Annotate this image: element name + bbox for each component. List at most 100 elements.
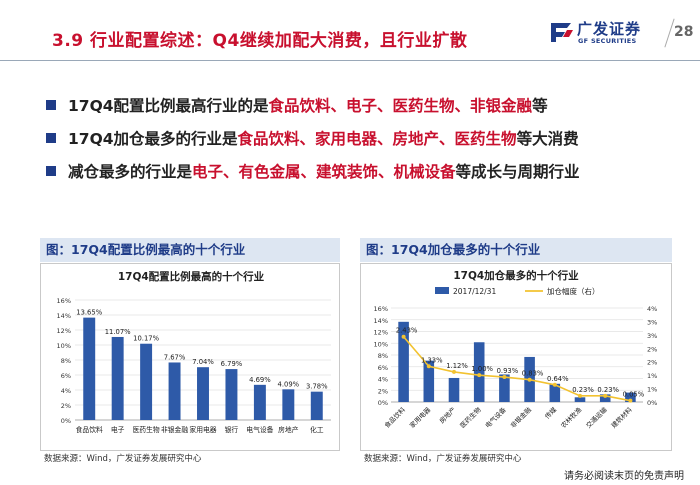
chart1-header: 图：17Q4配置比例最高的十个行业 [40, 238, 340, 262]
bullet-highlight-text: 食品饮料、电子、医药生物、非银金融 [268, 96, 533, 115]
chart2-line-series [402, 336, 631, 402]
chart2-category-label: 建筑材料 [609, 405, 634, 430]
chart1-ytick-label: 10% [57, 342, 71, 350]
chart1-data-label: 6.79% [221, 360, 243, 368]
chart2-header: 图：17Q4加仓最多的十个行业 [360, 238, 672, 262]
chart1-data-label: 7.67% [164, 353, 186, 361]
chart2-bar [423, 360, 435, 402]
chart2-svg: 17Q4加仓最多的十个行业 2017/12/31 加仓幅度（右） 0% 2% 4% 6% 8%… [374, 269, 658, 430]
chart2-category-label: 食品饮料 [382, 405, 407, 430]
chart1-bar [168, 362, 181, 420]
chart2-category-label: 交通运输 [584, 405, 609, 430]
chart2-data-label: 2.43% [396, 327, 418, 335]
chart1-ytick-label: 8% [61, 357, 71, 365]
chart2-y2tick-label: 3% [647, 318, 657, 326]
logo-text-en: GF SECURITIES [578, 37, 637, 45]
bullet-text: 等 [532, 96, 548, 115]
chart2-source: 数据来源：Wind，广发证券发展研究中心 [364, 454, 522, 464]
chart1-ytick-label: 12% [57, 327, 71, 335]
chart2-line-point [502, 375, 507, 380]
chart1-svg: 17Q4配置比例最高的十个行业 0% 2% 4% 6% 8% 10% 12% 14% 16% 13.… [57, 270, 331, 434]
chart2-line-point [552, 382, 557, 387]
chart1-ytick-label: 0% [61, 417, 71, 425]
chart1-category-label: 医药生物 [133, 425, 160, 434]
chart2-frame: 17Q4加仓最多的十个行业 2017/12/31 加仓幅度（右） 0% 2% 4% 6% 8%… [360, 263, 672, 451]
chart2-data-label: 0.23% [597, 386, 619, 394]
chart1-data-label: 4.09% [278, 380, 300, 388]
chart2-ytick-label: 0% [378, 399, 388, 407]
chart2-y2tick-label: 1% [647, 372, 657, 380]
chart1-source: 数据来源：Wind，广发证券发展研究中心 [44, 454, 202, 464]
chart1-data-label: 13.65% [76, 309, 102, 317]
chart2-data-label: 1.12% [446, 362, 468, 370]
chart1-data-label: 3.78% [306, 383, 328, 391]
chart1-category-label: 电子 [111, 425, 125, 434]
chart1-category-label: 非银金融 [161, 425, 188, 434]
chart1-ytick-label: 4% [61, 387, 71, 395]
chart2-line-point [578, 393, 582, 398]
bullet-text: 17Q4配置比例最高行业的是 [68, 96, 269, 115]
chart1-bar [225, 369, 238, 420]
chart2-data-label: 0.23% [572, 386, 594, 394]
chart2-ytick-label: 6% [378, 364, 388, 372]
chart2-category-label: 医药生物 [458, 405, 483, 430]
chart2-ytick-label: 14% [374, 317, 388, 325]
chart2-ytick-label: 12% [374, 329, 388, 337]
bullet-item: 17Q4加仓最多的行业是 食品饮料、家用电器、房地产、医药生物 等大消费 [46, 121, 686, 154]
chart1-category-label: 家用电器 [189, 425, 216, 434]
bullet-item: 减仓最多的行业是 电子、有色金属、建筑装饰、机械设备 等成长与周期行业 [46, 154, 686, 187]
chart2-line-point [452, 369, 456, 374]
chart1-category-label: 食品饮料 [76, 425, 103, 434]
bullet-square-icon [46, 165, 56, 176]
chart2-category-label: 房地产 [437, 405, 458, 426]
chart2-bar [549, 383, 561, 402]
chart2-bar [398, 321, 409, 402]
bullet-highlight-text: 电子、有色金属、建筑装饰、机械设备 [192, 162, 456, 181]
chart2-ytick-label: 10% [374, 340, 388, 348]
chart1-ytick-label: 14% [57, 312, 71, 320]
chart2-category-label: 家用电器 [407, 405, 432, 430]
chart1-frame: 17Q4配置比例最高的十个行业 0% 2% 4% 6% 8% 10% 12% 14% 16% 13.… [40, 263, 340, 451]
chart1-ytick-label: 16% [57, 297, 71, 305]
title-divider [0, 60, 700, 61]
chart2-legend-bar-swatch [435, 287, 449, 294]
chart1-category-label: 化工 [310, 425, 324, 434]
chart2-y2tick-label: 2% [647, 359, 657, 367]
chart2-line-point [426, 364, 431, 369]
chart2-line-point [628, 398, 633, 403]
chart1-data-label: 7.04% [192, 358, 214, 366]
chart1-bar [310, 391, 323, 420]
chart1-ytick-label: 2% [61, 402, 71, 410]
bullet-item: 17Q4配置比例最高行业的是 食品饮料、电子、医药生物、非银金融等 [46, 88, 686, 121]
chart2-data-label: 1.00% [471, 365, 493, 373]
bullet-text: 减仓最多的行业是 [68, 162, 193, 181]
bullet-text: 17Q4加仓最多的行业是 [68, 129, 238, 148]
bullet-highlight-text: 食品饮料、家用电器、房地产、医药生物 [237, 129, 517, 148]
chart2-legend-line-label: 加仓幅度（右） [547, 286, 600, 296]
chart2-data-label: 0.05% [623, 391, 645, 399]
bullet-square-icon [46, 99, 56, 110]
chart2-title: 17Q4加仓最多的十个行业 [453, 269, 579, 282]
chart2-data-label: 0.64% [547, 375, 569, 383]
chart2-line-point [603, 393, 608, 398]
chart1-category-label: 房地产 [278, 425, 299, 434]
chart2-data-label: 0.93% [497, 367, 519, 375]
slide-title: 3.9 行业配置综述：Q4继续加配大消费，且行业扩散 [52, 31, 468, 51]
chart2-bar [499, 374, 510, 402]
logo: 广发证券 GF SECURITIES [547, 16, 665, 50]
chart2-bar [448, 377, 460, 402]
bullet-text: 等成长与周期行业 [455, 162, 580, 181]
chart2-y2tick-label: 3% [647, 332, 657, 340]
chart1-data-label: 11.07% [105, 328, 131, 336]
bullet-text: 等大消费 [516, 129, 579, 148]
chart1-bar [253, 384, 266, 420]
disclaimer-note: 请务必阅读末页的免责声明 [564, 471, 684, 482]
chart2-line-point [401, 334, 406, 339]
chart2-bar [599, 394, 611, 402]
chart1-bar [111, 336, 124, 420]
chart2-ytick-label: 2% [378, 387, 388, 395]
chart2-y2tick-label: 4% [647, 305, 657, 313]
chart2-ytick-label: 4% [378, 376, 388, 384]
chart2-line-point [477, 373, 482, 378]
chart2-y2tick-label: 2% [647, 345, 657, 353]
